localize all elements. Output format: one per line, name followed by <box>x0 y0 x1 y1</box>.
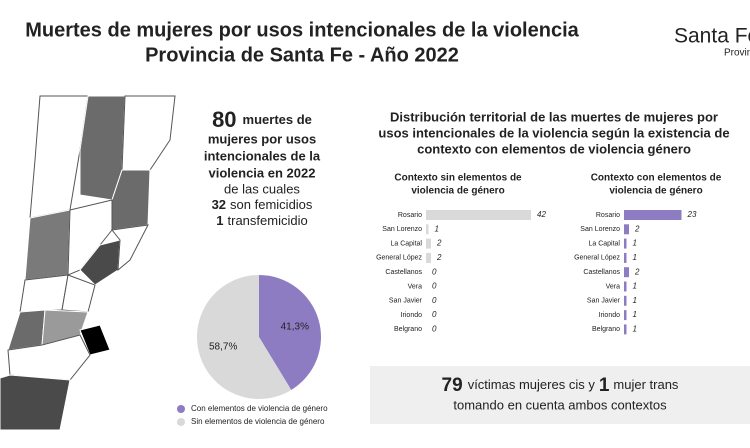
category-label: La Capital <box>390 240 422 247</box>
bar-chart-title: violencia de género <box>411 186 504 197</box>
section-title: contexto con elementos de violencia géne… <box>417 141 691 156</box>
value-label: 1 <box>633 282 637 291</box>
slice-label: 58,7% <box>209 342 237 353</box>
femicides: 32 <box>212 197 226 212</box>
value-label: 0 <box>432 282 437 291</box>
bar-chart-title: Contexto sin elementos de <box>394 173 522 184</box>
category-label: Belgrano <box>592 326 620 333</box>
category-label: General López <box>574 255 620 262</box>
section-title: Distribución territorial de las muertes … <box>390 109 718 124</box>
title: Muertes de mujeres por usos intencionale… <box>25 19 579 41</box>
category-label: Castellanos <box>385 269 422 276</box>
box-cis-text: víctimas mujeres cis y <box>468 377 596 392</box>
category-label: Castellanos <box>583 269 620 276</box>
province-map <box>0 95 176 431</box>
category-label: Belgrano <box>394 326 422 333</box>
summary-line: 1 transfemicidio <box>216 213 307 228</box>
value-label: 0 <box>432 267 437 276</box>
bar <box>624 324 627 335</box>
summary-connector: de las cuales <box>224 181 300 196</box>
femicides-text: son femicidios <box>230 197 313 212</box>
bar <box>624 210 682 220</box>
category-label: San Javier <box>389 298 423 305</box>
summary-line: mujeres por usos <box>208 131 316 146</box>
transfemicides: 1 <box>216 213 223 228</box>
box-line: tomando en cuenta ambos contextos <box>453 397 667 412</box>
logo-sub: Provincia <box>724 48 750 59</box>
bar <box>624 267 629 278</box>
transfemicides-text: transfemicidio <box>228 213 308 228</box>
title: Provincia de Santa Fe - Año 2022 <box>145 44 459 66</box>
value-label: 1 <box>435 224 439 233</box>
category-label: Rosario <box>398 212 422 219</box>
box-trans: 1 <box>599 375 610 396</box>
value-label: 23 <box>687 210 697 219</box>
summary-line: intencionales de la <box>204 148 321 163</box>
category-label: Iriondo <box>401 312 423 319</box>
legend-label: Sin elementos de violencia de género <box>191 417 325 426</box>
value-label: 0 <box>432 296 437 305</box>
slice-label: 41,3% <box>281 322 309 333</box>
logo: Santa Fe <box>674 25 750 48</box>
category-label: General López <box>376 255 422 262</box>
value-label: 1 <box>633 253 637 262</box>
value-label: 2 <box>436 253 442 262</box>
bar <box>624 238 627 249</box>
legend-marker <box>177 405 185 413</box>
bar-chart-title: violencia de género <box>609 186 702 197</box>
value-label: 0 <box>432 325 437 334</box>
bar <box>426 210 531 220</box>
bar <box>426 252 431 263</box>
bar <box>624 252 627 263</box>
summary-line: 80 muertes de <box>212 107 312 132</box>
value-label: 2 <box>634 224 640 233</box>
legend-label: Con elementos de violencia de género <box>191 404 328 413</box>
bar <box>624 281 627 292</box>
bar <box>426 238 431 249</box>
bar <box>624 310 627 321</box>
bar <box>426 224 429 235</box>
value-label: 1 <box>633 239 637 248</box>
summary-line: violencia en 2022 <box>209 165 316 180</box>
category-label: Vera <box>606 283 621 290</box>
value-label: 1 <box>633 296 637 305</box>
value-label: 1 <box>633 310 637 319</box>
section-title: usos intencionales de la violencia según… <box>378 125 729 140</box>
legend-marker <box>177 418 185 426</box>
value-label: 2 <box>634 267 640 276</box>
value-label: 1 <box>633 325 637 334</box>
category-label: San Lorenzo <box>580 226 620 233</box>
box-trans-text: mujer trans <box>613 377 679 392</box>
bar-chart-title: Contexto con elementos de <box>591 173 722 184</box>
pie-slice <box>196 275 292 399</box>
value-label: 2 <box>436 239 442 248</box>
category-label: Rosario <box>596 212 620 219</box>
category-label: San Lorenzo <box>382 226 422 233</box>
category-label: La Capital <box>588 240 620 247</box>
bar <box>624 224 629 235</box>
value-label: 0 <box>432 310 437 319</box>
box-cis: 79 <box>442 375 463 396</box>
summary-total: 80 <box>212 107 236 132</box>
summary-box <box>370 366 750 424</box>
summary-text: muertes de <box>243 112 312 127</box>
bar <box>624 295 627 306</box>
box-line: 79 víctimas mujeres cis y 1 mujer trans <box>442 375 679 396</box>
category-label: Iriondo <box>599 312 621 319</box>
category-label: San Javier <box>587 298 621 305</box>
category-label: Vera <box>408 283 423 290</box>
summary-line: 32 son femicidios <box>212 197 313 212</box>
pie-slice <box>259 275 321 390</box>
value-label: 42 <box>537 210 546 219</box>
